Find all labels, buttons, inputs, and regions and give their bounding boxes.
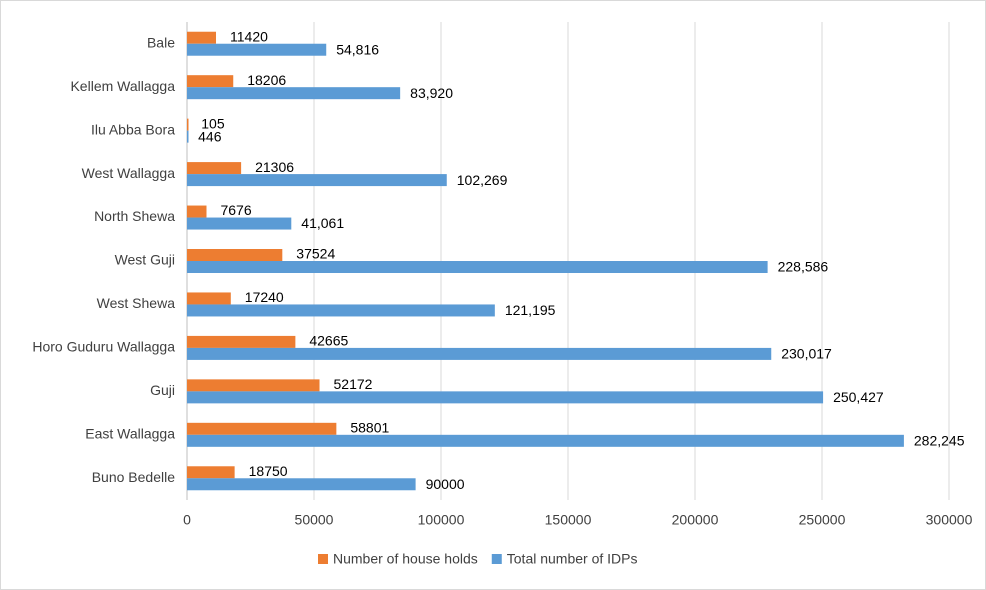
y-tick-label: East Wallagga bbox=[85, 426, 175, 442]
data-label: 105 bbox=[201, 115, 225, 131]
data-label: 7676 bbox=[220, 202, 251, 218]
bar bbox=[187, 174, 447, 187]
y-tick-label: Horo Guduru Wallagga bbox=[32, 339, 175, 355]
data-label: 18750 bbox=[249, 463, 288, 479]
bar bbox=[187, 466, 235, 479]
x-tick-label: 300000 bbox=[926, 512, 973, 528]
legend-swatch bbox=[491, 554, 502, 564]
x-tick-label: 250000 bbox=[799, 512, 846, 528]
y-tick-label: Bale bbox=[147, 34, 175, 50]
data-label: 21306 bbox=[255, 159, 294, 175]
bar bbox=[187, 43, 327, 56]
data-label: 11420 bbox=[230, 28, 268, 44]
y-tick-label: West Wallagga bbox=[82, 165, 176, 181]
x-tick-label: 150000 bbox=[545, 512, 592, 528]
bar bbox=[187, 292, 231, 305]
bar bbox=[187, 422, 337, 435]
data-label: 250,427 bbox=[833, 389, 884, 405]
bar bbox=[187, 304, 495, 317]
bar bbox=[187, 379, 320, 392]
legend-label: Number of house holds bbox=[333, 551, 478, 567]
bar bbox=[187, 75, 234, 88]
data-label: 446 bbox=[198, 128, 222, 144]
bar bbox=[187, 434, 904, 447]
y-tick-label: Guji bbox=[150, 382, 175, 398]
data-label: 18206 bbox=[247, 72, 286, 88]
bar bbox=[187, 261, 768, 273]
data-label: 83,920 bbox=[410, 85, 453, 101]
x-tick-label: 200000 bbox=[672, 512, 719, 528]
bar bbox=[187, 118, 189, 131]
bar bbox=[187, 162, 242, 175]
data-label: 52172 bbox=[334, 376, 373, 392]
y-tick-label: West Guji bbox=[115, 252, 175, 268]
y-tick-label: Ilu Abba Bora bbox=[91, 121, 175, 137]
bar bbox=[187, 31, 217, 44]
x-tick-label: 100000 bbox=[418, 512, 465, 528]
bar bbox=[187, 87, 401, 100]
legend-label: Total number of IDPs bbox=[507, 551, 638, 567]
data-label: 282,245 bbox=[914, 433, 965, 449]
data-label: 228,586 bbox=[778, 259, 829, 275]
y-tick-label: Kellem Wallagga bbox=[70, 78, 175, 94]
bar bbox=[187, 335, 296, 348]
bar bbox=[187, 130, 189, 143]
data-label: 42665 bbox=[309, 333, 348, 349]
data-label: 121,195 bbox=[505, 302, 556, 318]
bar bbox=[187, 205, 207, 218]
bar bbox=[187, 249, 283, 261]
legend-swatch bbox=[318, 554, 328, 564]
y-tick-label: West Shewa bbox=[97, 295, 176, 311]
x-tick-label: 50000 bbox=[295, 512, 334, 528]
data-label: 58801 bbox=[350, 420, 389, 436]
y-tick-label: Buno Bedelle bbox=[92, 469, 176, 485]
data-label: 90000 bbox=[426, 476, 465, 492]
x-tick-label: 0 bbox=[183, 512, 191, 528]
data-label: 17240 bbox=[245, 289, 284, 305]
y-tick-label: North Shewa bbox=[94, 208, 175, 224]
data-label: 41,061 bbox=[301, 215, 344, 231]
data-label: 102,269 bbox=[457, 172, 508, 188]
bar bbox=[187, 347, 772, 360]
data-label: 37524 bbox=[296, 246, 335, 262]
bar bbox=[187, 478, 416, 491]
bar bbox=[187, 217, 292, 230]
data-label: 54,816 bbox=[336, 41, 379, 57]
data-label: 230,017 bbox=[781, 346, 832, 362]
bar bbox=[187, 391, 824, 404]
